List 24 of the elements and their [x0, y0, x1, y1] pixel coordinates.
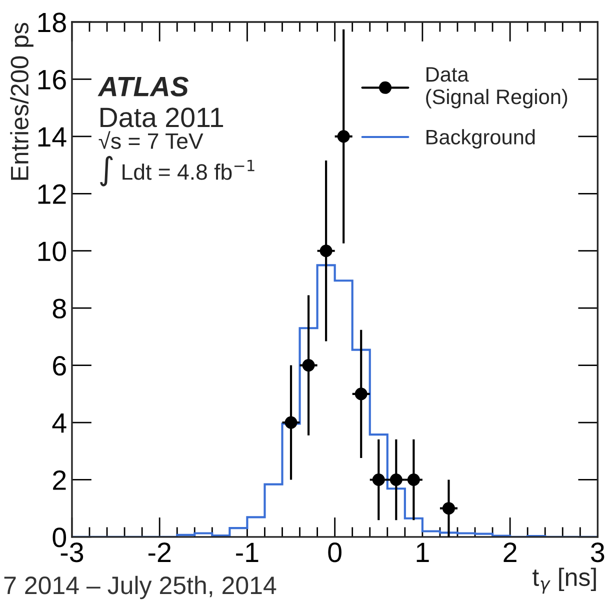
y-axis-title: Entries/200 ps: [10, 22, 34, 180]
x-tick-label: 1: [416, 542, 429, 562]
annotation: ATLAS: [98, 76, 189, 96]
y-tick-label: 18: [38, 12, 66, 32]
y-tick-label: 16: [38, 70, 66, 90]
x-tick-label: 3: [591, 542, 604, 562]
y-tick-label: 14: [38, 127, 66, 146]
x-tick-label: -2: [148, 542, 171, 562]
legend-label: Background: [426, 129, 535, 149]
legend-label: Data (Signal Region): [426, 67, 568, 108]
y-tick-label: 2: [53, 470, 66, 490]
y-tick-label: 8: [52, 298, 66, 318]
annotation: √s = 7 TeV: [98, 131, 204, 149]
annotation: Data 2011: [100, 108, 224, 128]
y-tick-label: 10: [38, 242, 66, 262]
annotation: ∫ Ldt = 4.8 fb$^{−1}$: [100, 156, 254, 186]
x-tick-label: 2: [504, 542, 516, 562]
text: 7 2014 – July 25th, 2014: [4, 576, 276, 600]
x-tick-label: -1: [236, 542, 258, 562]
y-tick-label: 12: [38, 184, 66, 204]
x-axis-title: t$_{γ}$ [ns]: [532, 568, 596, 594]
x-tick-label: 0: [328, 542, 342, 562]
y-tick-label: 6: [53, 356, 66, 376]
y-tick-label: 4: [52, 413, 66, 433]
